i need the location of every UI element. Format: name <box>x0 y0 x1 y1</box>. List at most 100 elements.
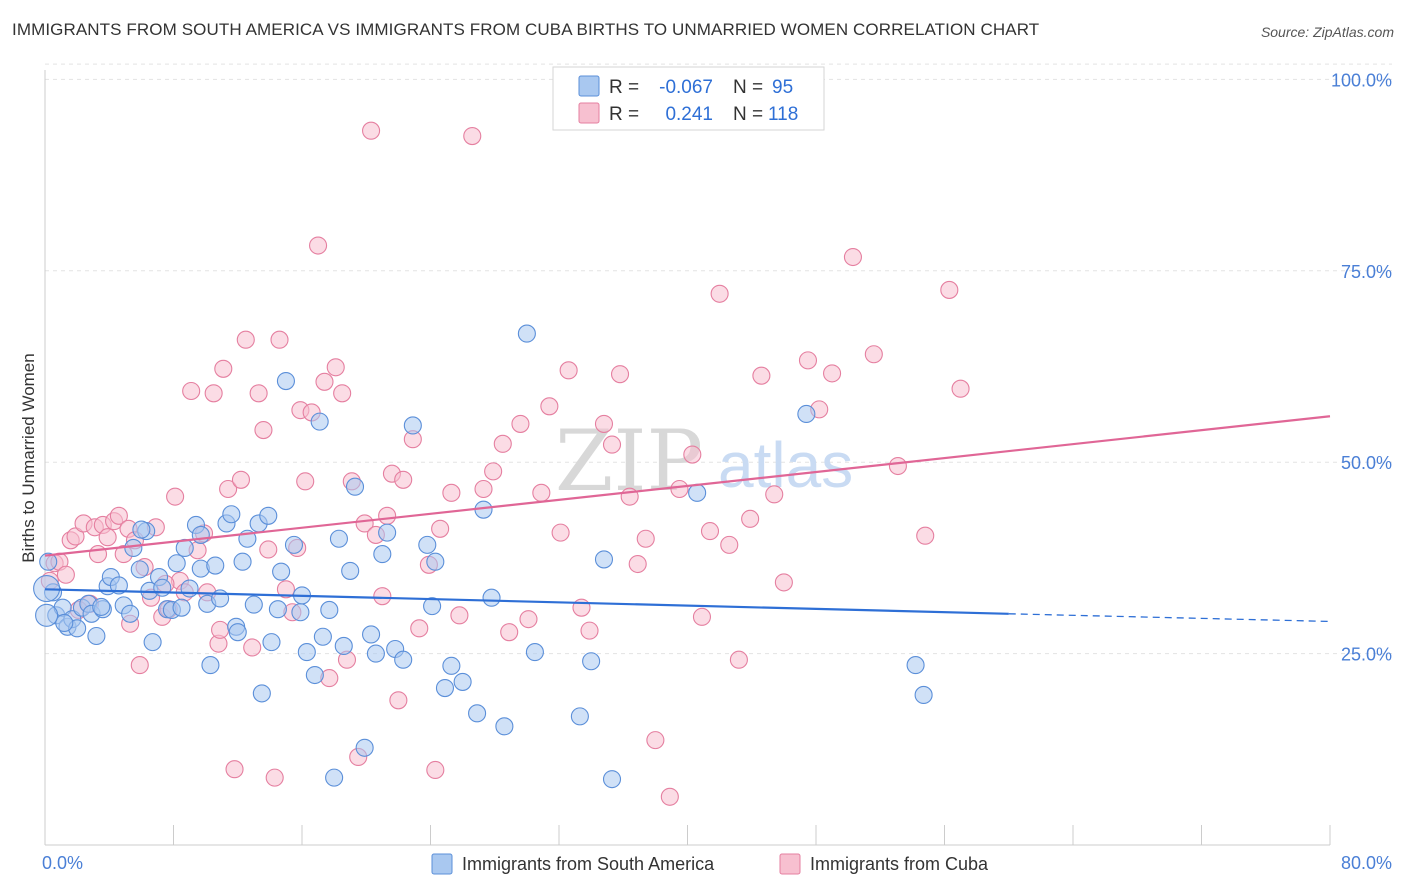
y-tick-label: 50.0% <box>1341 453 1392 473</box>
legend-n-label-1: N = <box>733 77 763 98</box>
grid-lines <box>45 63 1392 655</box>
south-america-point <box>228 623 247 642</box>
bottom-legend-swatch-south-america <box>431 853 453 875</box>
cuba-point <box>204 384 223 403</box>
south-america-point <box>602 770 622 789</box>
cuba-point <box>798 351 818 370</box>
south-america-point <box>310 412 329 431</box>
legend-n-value-1: 95 <box>772 77 793 98</box>
south-america-point <box>268 600 287 619</box>
legend-swatch-cuba <box>578 102 600 124</box>
cuba-point <box>389 691 408 710</box>
cuba-point <box>951 379 970 398</box>
south-america-point <box>495 717 514 736</box>
south-america-point <box>143 633 162 652</box>
cuba-point <box>493 434 512 453</box>
cuba-point <box>243 638 262 657</box>
south-america-point <box>172 598 191 617</box>
cuba-point <box>450 606 469 625</box>
south-america-point <box>688 483 707 502</box>
cuba-point <box>182 381 201 401</box>
south-america-point <box>35 603 59 627</box>
cuba-point <box>214 359 233 378</box>
cuba-point <box>594 414 614 433</box>
cuba-point <box>602 435 622 454</box>
south-america-point <box>426 552 445 571</box>
cuba-point <box>431 519 450 538</box>
legend-n-label-2: N = <box>733 104 763 125</box>
south-america-point <box>341 561 360 580</box>
legend-r-label-1: R = <box>609 77 639 98</box>
south-america-point <box>468 704 487 723</box>
legend-r-value-2: 0.241 <box>665 104 713 125</box>
cuba-point <box>940 280 959 299</box>
south-america-point <box>517 324 536 343</box>
south-america-point <box>442 656 461 675</box>
y-tick-label: 75.0% <box>1341 262 1392 282</box>
y-tick-label: 100.0% <box>1331 70 1392 90</box>
south-america-point <box>313 627 332 646</box>
south-america-point <box>284 535 304 554</box>
south-america-point <box>325 768 344 787</box>
south-america-point <box>109 576 128 595</box>
cuba-point <box>610 365 630 384</box>
source-label: Source: ZipAtlas.com <box>1260 24 1394 40</box>
cuba-point <box>254 420 273 440</box>
south-america-point <box>320 600 339 620</box>
legend-r-value-1: -0.067 <box>659 77 713 98</box>
y-axis-label: Births to Unmarried Women <box>19 353 38 562</box>
cuba-point <box>710 284 729 303</box>
cuba-point <box>442 483 461 502</box>
cuba-point <box>265 768 284 787</box>
correlation-legend: R = -0.067 N = 95 R = 0.241 N = 118 <box>552 66 825 131</box>
south-america-point <box>180 579 199 598</box>
south-america-point <box>582 652 601 671</box>
series-south-america-points <box>33 324 933 789</box>
south-america-point <box>130 560 149 579</box>
cuba-point <box>259 540 278 559</box>
cuba-point <box>692 607 712 626</box>
legend-swatch-south-america <box>578 75 600 97</box>
cuba-point <box>636 529 655 548</box>
cuba-point <box>559 361 578 380</box>
south-america-point <box>272 562 291 581</box>
south-america-point <box>262 633 281 652</box>
south-america-point <box>297 643 316 662</box>
chart-title: IMMIGRANTS FROM SOUTH AMERICA VS IMMIGRA… <box>12 20 1040 39</box>
cuba-point <box>296 472 315 491</box>
south-america-point <box>92 597 111 616</box>
cuba-point <box>326 358 345 377</box>
south-america-point <box>594 550 614 569</box>
cuba-point <box>683 445 702 464</box>
cuba-point <box>628 554 647 574</box>
south-america-point <box>797 404 816 424</box>
cuba-point <box>540 397 559 416</box>
cuba-point <box>426 760 445 780</box>
cuba-point <box>888 456 907 476</box>
cuba-point <box>916 526 935 545</box>
south-america-point <box>418 535 437 554</box>
cuba-point <box>219 479 238 499</box>
legend-r-label-2: R = <box>609 104 639 125</box>
cuba-point <box>823 364 842 383</box>
cuba-point <box>551 523 570 542</box>
cuba-point <box>843 247 862 267</box>
cuba-point <box>333 384 352 403</box>
cuba-point <box>249 384 268 403</box>
cuba-point <box>532 483 551 502</box>
cuba-point <box>130 656 149 675</box>
cuba-point <box>410 619 429 638</box>
cuba-point <box>166 487 185 506</box>
south-america-point <box>87 626 106 646</box>
south-america-point <box>153 578 172 597</box>
south-america-point <box>570 707 589 726</box>
bottom-legend-swatch-cuba <box>779 853 801 875</box>
cuba-point <box>236 330 255 349</box>
south-america-point <box>191 525 210 544</box>
cuba-point <box>511 414 530 433</box>
south-america-point <box>252 684 271 703</box>
south-america-point <box>373 545 392 564</box>
x-tick-label-min: 0.0% <box>42 853 83 873</box>
south-america-point <box>378 523 397 542</box>
